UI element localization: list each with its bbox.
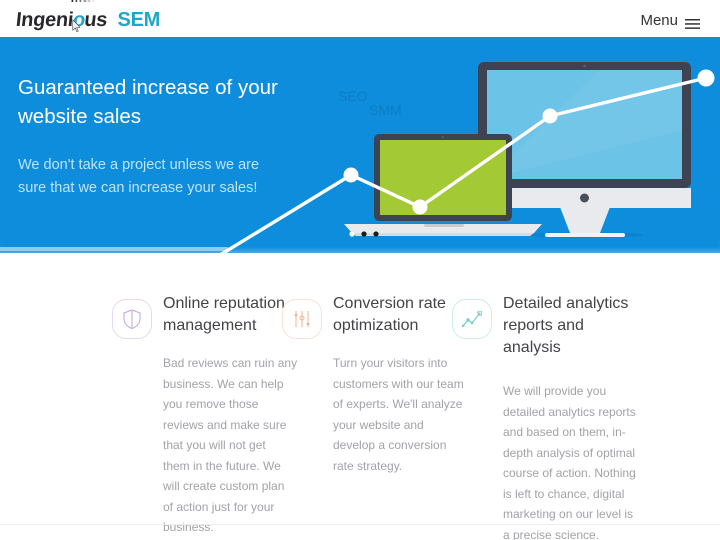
svg-text:SMM: SMM: [369, 102, 402, 118]
svg-text:SEO: SEO: [338, 88, 368, 104]
